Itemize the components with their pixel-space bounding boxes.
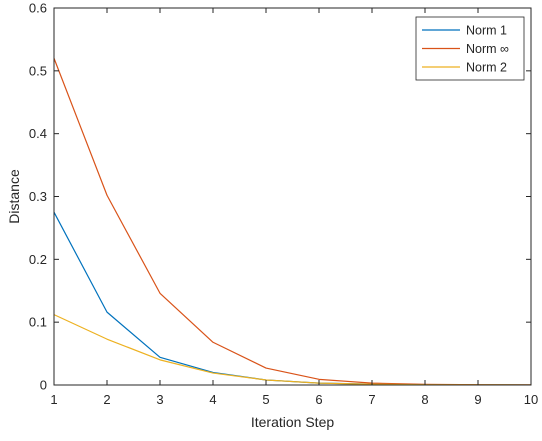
y-tick-label: 0.1	[29, 315, 47, 330]
y-tick-label: 0.3	[29, 189, 47, 204]
y-tick-label: 0.2	[29, 252, 47, 267]
y-tick-label: 0	[40, 378, 47, 393]
x-tick-label: 5	[262, 392, 269, 407]
x-tick-label: 7	[368, 392, 375, 407]
x-tick-label: 4	[209, 392, 216, 407]
x-tick-label: 2	[103, 392, 110, 407]
x-tick-label: 10	[524, 392, 538, 407]
y-axis-title: Distance	[6, 169, 22, 224]
x-tick-label: 8	[421, 392, 428, 407]
x-tick-label: 1	[50, 392, 57, 407]
legend-label-3: Norm 2	[466, 61, 507, 75]
x-tick-label: 6	[315, 392, 322, 407]
x-axis-title: Iteration Step	[251, 414, 334, 430]
legend-label-1: Norm 1	[466, 24, 507, 38]
x-tick-label: 3	[156, 392, 163, 407]
legend-label-2: Norm ∞	[466, 42, 509, 56]
x-tick-label: 9	[474, 392, 481, 407]
y-tick-label: 0.6	[29, 1, 47, 16]
y-tick-label: 0.4	[29, 126, 47, 141]
y-tick-label: 0.5	[29, 63, 47, 78]
